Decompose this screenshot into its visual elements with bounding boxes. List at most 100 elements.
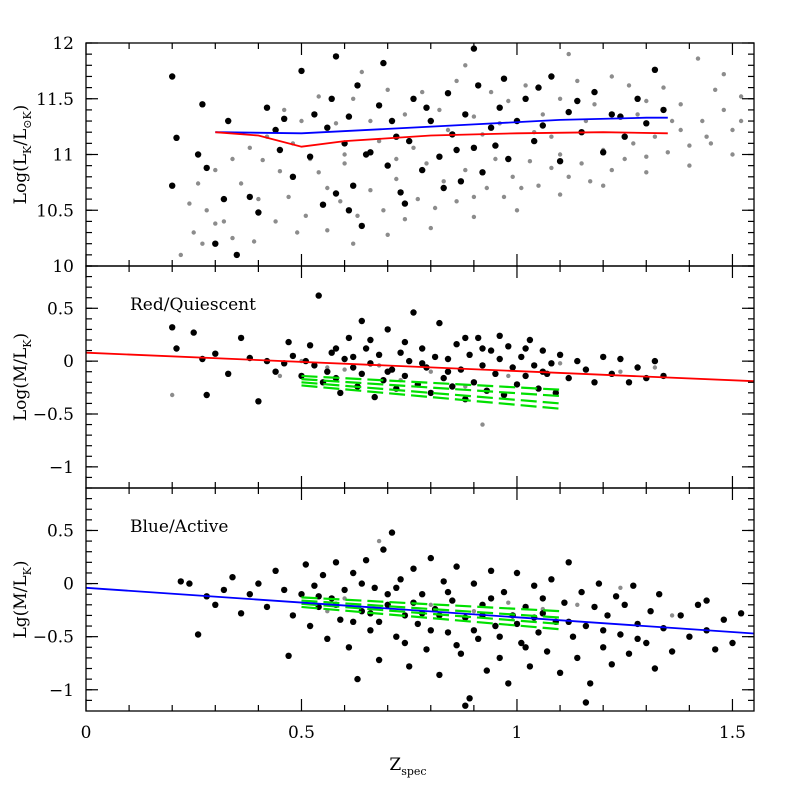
black-point: [427, 554, 434, 562]
gray-point: [506, 373, 511, 379]
red-fit-line: [215, 131, 668, 148]
black-point: [298, 67, 305, 75]
gray-point: [488, 89, 494, 95]
panel-luminosity: 10 10.5 11 11.5 12 Log(LK/L⊙K): [11, 34, 755, 277]
gray-point: [342, 161, 347, 166]
y-axis-label-part: K: [21, 145, 34, 154]
gray-point: [626, 83, 632, 88]
black-point: [531, 582, 538, 589]
gray-point: [669, 613, 675, 618]
black-point: [401, 200, 409, 207]
black-point: [431, 353, 439, 361]
black-point: [345, 207, 353, 214]
black-point: [362, 151, 370, 158]
black-point: [375, 656, 383, 664]
blue-fit-line: [215, 116, 668, 135]
black-point: [561, 599, 568, 606]
gray-point: [394, 176, 399, 182]
black-point: [332, 190, 340, 197]
gray-point: [644, 98, 649, 104]
black-point: [345, 644, 353, 651]
black-point: [237, 334, 245, 342]
gray-point: [277, 373, 283, 379]
gray-point: [592, 102, 597, 107]
black-point: [255, 209, 262, 216]
black-point: [306, 342, 314, 349]
black-point: [414, 620, 421, 628]
black-point: [419, 591, 426, 598]
red-fit-line: [86, 351, 754, 383]
gray-point: [221, 219, 227, 224]
gray-point: [342, 152, 347, 157]
black-point: [444, 90, 452, 97]
black-point: [526, 336, 534, 344]
y-axis-label-part: Lg(M/L: [11, 575, 31, 638]
gray-point: [191, 230, 196, 235]
black-point: [462, 702, 469, 709]
gray-point: [700, 118, 705, 124]
y-axis-label: Lg(M/LK): [11, 560, 34, 638]
black-point: [255, 398, 262, 405]
black-point: [393, 584, 400, 591]
black-point: [518, 639, 525, 647]
x-tick-label: 0: [81, 723, 92, 743]
black-point: [337, 389, 344, 397]
gray-point: [170, 392, 175, 398]
gray-point: [557, 361, 563, 366]
black-point: [630, 582, 637, 589]
black-point: [496, 332, 503, 339]
gray-point: [385, 87, 390, 93]
black-point: [306, 153, 314, 160]
black-point: [660, 106, 667, 114]
green-model-line: [301, 384, 561, 410]
black-point: [487, 347, 495, 354]
black-point: [505, 155, 512, 163]
plot-area-luminosity: [169, 45, 744, 259]
black-point: [311, 111, 318, 118]
y-axis-label-part: /L: [11, 129, 31, 146]
black-point: [470, 379, 478, 386]
black-point: [440, 184, 447, 192]
y-axis-label-part: ): [11, 333, 31, 340]
black-point: [419, 360, 426, 367]
black-point: [436, 671, 443, 679]
black-point: [444, 588, 452, 596]
gray-point: [420, 89, 425, 95]
black-point: [375, 618, 383, 625]
black-point: [513, 117, 521, 125]
y-axis-label: Log(M/LK): [11, 333, 34, 421]
gray-point: [247, 145, 252, 150]
gray-point: [402, 217, 408, 222]
y-tick-label: 0: [63, 352, 74, 372]
gray-point: [204, 208, 209, 213]
black-point: [375, 351, 383, 358]
black-point: [220, 586, 228, 594]
black-point: [436, 153, 443, 160]
black-point: [470, 144, 478, 151]
black-point: [225, 117, 232, 125]
black-point: [505, 680, 512, 687]
gray-point: [368, 118, 373, 124]
black-point: [651, 665, 659, 672]
black-point: [625, 379, 633, 386]
black-point: [169, 324, 176, 331]
gray-point: [575, 602, 580, 607]
gray-point: [708, 141, 714, 146]
black-point: [634, 364, 641, 371]
gray-point: [463, 63, 468, 68]
gray-point: [368, 188, 373, 193]
panel-frame: [85, 42, 755, 267]
black-point: [475, 82, 482, 89]
gray-point: [549, 134, 554, 139]
black-point: [578, 588, 585, 596]
black-point: [651, 66, 659, 74]
black-point: [212, 240, 219, 247]
gray-point: [454, 199, 459, 204]
gray-point: [695, 56, 701, 61]
black-point: [410, 565, 417, 572]
black-point: [397, 349, 404, 356]
black-point: [479, 362, 486, 369]
gray-point: [501, 194, 507, 200]
black-point: [289, 173, 297, 180]
black-point: [225, 370, 232, 377]
